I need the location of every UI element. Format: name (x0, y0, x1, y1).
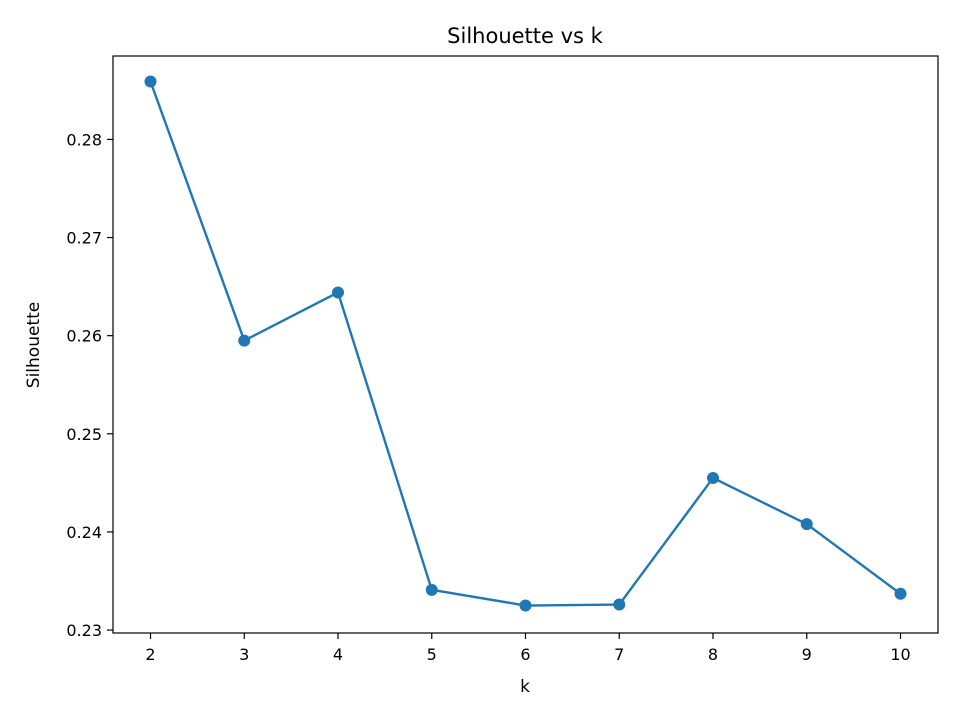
data-point (425, 583, 438, 596)
x-tick-label: 5 (427, 645, 437, 664)
x-axis-label: k (520, 677, 530, 697)
x-tick-label: 7 (614, 645, 624, 664)
y-tick-label: 0.28 (66, 130, 102, 149)
y-tick-label: 0.25 (66, 425, 102, 444)
data-point (332, 286, 344, 299)
x-tick-label: 2 (145, 645, 155, 664)
data-point (613, 598, 626, 611)
y-tick-label: 0.23 (66, 621, 102, 640)
x-axis: 2 3 4 5 6 7 8 9 10 (145, 633, 911, 664)
data-point (707, 471, 719, 484)
y-axis: 0.23 0.24 0.25 0.26 0.27 0.28 (66, 130, 113, 640)
x-tick-label: 6 (520, 645, 530, 664)
y-tick-label: 0.26 (66, 327, 102, 346)
x-tick-label: 3 (239, 645, 249, 664)
x-tick-label: 10 (890, 645, 910, 664)
data-point (238, 334, 251, 347)
x-tick-label: 4 (333, 645, 343, 664)
x-tick-label: 8 (708, 645, 718, 664)
chart-title: Silhouette vs k (447, 24, 603, 48)
data-point (894, 587, 907, 600)
data-point (800, 518, 813, 531)
plot-layer (144, 75, 907, 612)
x-tick-label: 9 (802, 645, 812, 664)
data-point (144, 75, 157, 88)
y-axis-label: Silhouette (24, 302, 44, 388)
y-tick-label: 0.27 (66, 229, 102, 248)
data-point (519, 599, 532, 612)
y-tick-label: 0.24 (66, 523, 102, 542)
